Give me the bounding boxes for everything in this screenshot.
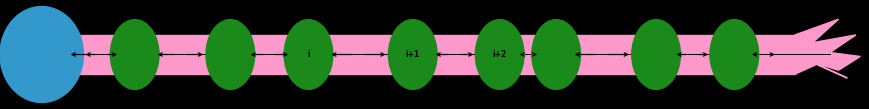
Ellipse shape [110,20,159,89]
Ellipse shape [0,7,83,102]
Ellipse shape [284,20,333,89]
Polygon shape [65,35,795,74]
Ellipse shape [206,20,255,89]
Text: i+1: i+1 [406,50,420,59]
Polygon shape [795,19,860,78]
Ellipse shape [532,20,580,89]
Text: i: i [307,50,310,59]
Ellipse shape [632,20,680,89]
Ellipse shape [388,20,437,89]
Ellipse shape [475,20,524,89]
Ellipse shape [710,20,759,89]
Text: i+2: i+2 [493,50,507,59]
